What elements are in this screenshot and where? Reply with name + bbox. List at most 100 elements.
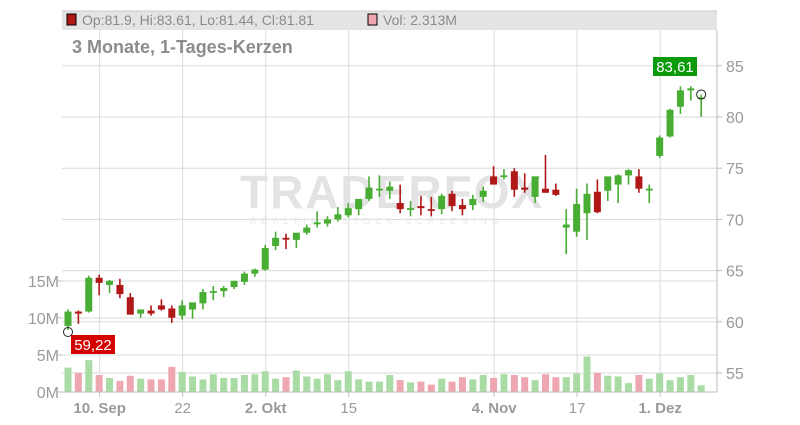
volume-bar xyxy=(251,374,259,392)
candle[interactable] xyxy=(375,175,383,197)
candle[interactable] xyxy=(116,278,124,299)
candle[interactable] xyxy=(344,203,352,218)
candle[interactable] xyxy=(137,309,145,318)
candle[interactable] xyxy=(282,233,290,250)
max-marker xyxy=(696,89,707,100)
volume-bar xyxy=(552,377,560,392)
candle[interactable] xyxy=(303,224,311,235)
candle[interactable] xyxy=(604,176,612,201)
volume-bar xyxy=(479,374,487,392)
candle[interactable] xyxy=(220,285,228,298)
volume-bar xyxy=(407,382,415,392)
candle[interactable] xyxy=(500,169,508,180)
candle[interactable] xyxy=(676,86,684,114)
candle[interactable] xyxy=(365,176,373,201)
candle[interactable] xyxy=(541,154,549,193)
date-axis-label: 2. Okt xyxy=(245,400,287,417)
volume-bar xyxy=(313,378,321,392)
candle[interactable] xyxy=(656,135,664,158)
candle[interactable] xyxy=(74,310,82,324)
candle[interactable] xyxy=(324,216,331,227)
candle[interactable] xyxy=(261,245,269,271)
volume-bar xyxy=(126,375,134,392)
candle[interactable] xyxy=(199,289,207,310)
candle[interactable] xyxy=(251,268,259,277)
candle[interactable] xyxy=(583,183,591,240)
candle[interactable] xyxy=(355,198,363,216)
candle[interactable] xyxy=(417,195,425,216)
legend-bar xyxy=(62,11,717,30)
date-axis-label: 17 xyxy=(569,400,586,417)
candle[interactable] xyxy=(490,166,498,185)
volume-bar xyxy=(697,385,705,392)
candle[interactable] xyxy=(386,181,394,199)
candle[interactable] xyxy=(573,188,581,237)
candle[interactable] xyxy=(614,174,622,204)
candle[interactable] xyxy=(407,200,415,217)
candle[interactable] xyxy=(189,302,197,319)
candle[interactable] xyxy=(272,231,280,251)
candle[interactable] xyxy=(687,86,695,101)
date-axis-label: 10. Sep xyxy=(73,400,126,417)
volume-bar xyxy=(562,377,570,392)
candle[interactable] xyxy=(448,190,456,212)
candle[interactable] xyxy=(240,271,248,285)
volume-bar xyxy=(490,377,498,392)
candle[interactable] xyxy=(469,194,477,211)
candle[interactable] xyxy=(521,173,529,193)
volume-bar xyxy=(106,377,114,392)
candle[interactable] xyxy=(313,211,321,228)
candle[interactable] xyxy=(209,285,217,301)
price-axis-label: 80 xyxy=(726,110,744,127)
volume-bar xyxy=(137,378,145,392)
volume-bar xyxy=(64,367,72,392)
volume-axis-label: 15M xyxy=(28,274,59,291)
date-axis-label: 4. Nov xyxy=(472,400,518,417)
candle[interactable] xyxy=(85,275,93,313)
volume-bar xyxy=(396,380,404,392)
candle[interactable] xyxy=(168,305,176,323)
volume-axis-label: 0M xyxy=(37,385,59,402)
volume-bar xyxy=(157,379,165,392)
candle[interactable] xyxy=(666,108,674,138)
candle[interactable] xyxy=(106,279,114,294)
volume-bar xyxy=(386,374,394,392)
candle[interactable] xyxy=(396,184,404,214)
candle[interactable] xyxy=(479,186,487,202)
candle[interactable] xyxy=(292,232,300,249)
candle[interactable] xyxy=(438,193,446,215)
candle[interactable] xyxy=(531,176,539,204)
volume-bar xyxy=(355,379,363,392)
candle[interactable] xyxy=(635,169,643,193)
volume-bar xyxy=(583,356,591,392)
volume-bar xyxy=(168,366,176,392)
volume-bar xyxy=(178,372,186,392)
candle[interactable] xyxy=(562,209,570,255)
candle[interactable] xyxy=(95,274,103,296)
candle[interactable] xyxy=(64,309,72,330)
date-axis-label: 22 xyxy=(174,400,191,417)
candle[interactable] xyxy=(510,168,518,197)
candle[interactable] xyxy=(593,179,601,214)
volume-bar xyxy=(220,377,228,392)
candle[interactable] xyxy=(697,94,705,117)
candle[interactable] xyxy=(178,300,186,320)
volume-bars xyxy=(64,356,705,392)
volume-bar xyxy=(676,377,684,392)
candle[interactable] xyxy=(458,198,466,216)
candle[interactable] xyxy=(147,305,155,316)
annotations: 83,61 59,22 xyxy=(63,57,707,354)
volume-bar xyxy=(303,376,311,392)
candle[interactable] xyxy=(126,293,134,315)
volume-bar xyxy=(687,374,695,392)
candle[interactable] xyxy=(625,169,633,185)
candle[interactable] xyxy=(645,184,653,204)
candle[interactable] xyxy=(334,207,342,222)
candle[interactable] xyxy=(230,280,238,290)
volume-bar xyxy=(448,381,456,392)
candle[interactable] xyxy=(427,196,435,217)
candle[interactable] xyxy=(552,183,560,196)
volume-bar xyxy=(635,374,643,392)
candle[interactable] xyxy=(157,299,165,311)
